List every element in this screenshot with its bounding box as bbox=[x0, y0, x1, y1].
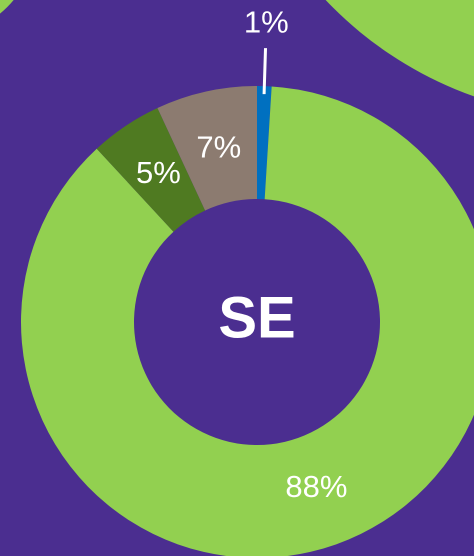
donut-segment bbox=[157, 86, 257, 211]
value-label: 5% bbox=[136, 155, 181, 190]
donut-segment bbox=[257, 86, 272, 200]
donut bbox=[21, 86, 474, 556]
neighbor-donut bbox=[325, 0, 474, 97]
leader-line bbox=[262, 48, 268, 95]
donut-segment bbox=[96, 108, 206, 232]
value-label: 88% bbox=[285, 469, 347, 504]
center-label: SE bbox=[218, 285, 295, 350]
neighbor-donut bbox=[0, 0, 14, 14]
donut-segment bbox=[21, 86, 474, 556]
value-label: 1% bbox=[244, 4, 289, 39]
value-label: 7% bbox=[196, 129, 241, 164]
